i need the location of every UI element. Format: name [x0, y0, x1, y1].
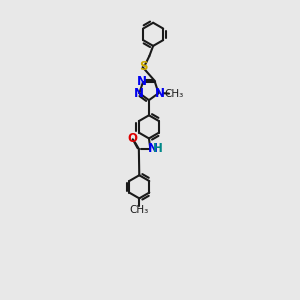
Text: S: S	[139, 60, 147, 73]
Text: N: N	[148, 142, 158, 155]
Text: H: H	[152, 142, 162, 155]
Text: O: O	[128, 131, 138, 145]
Text: N: N	[155, 87, 165, 100]
Text: CH₃: CH₃	[130, 205, 149, 215]
Text: N: N	[134, 87, 144, 100]
Text: CH₃: CH₃	[164, 88, 183, 99]
Text: N: N	[137, 75, 147, 88]
